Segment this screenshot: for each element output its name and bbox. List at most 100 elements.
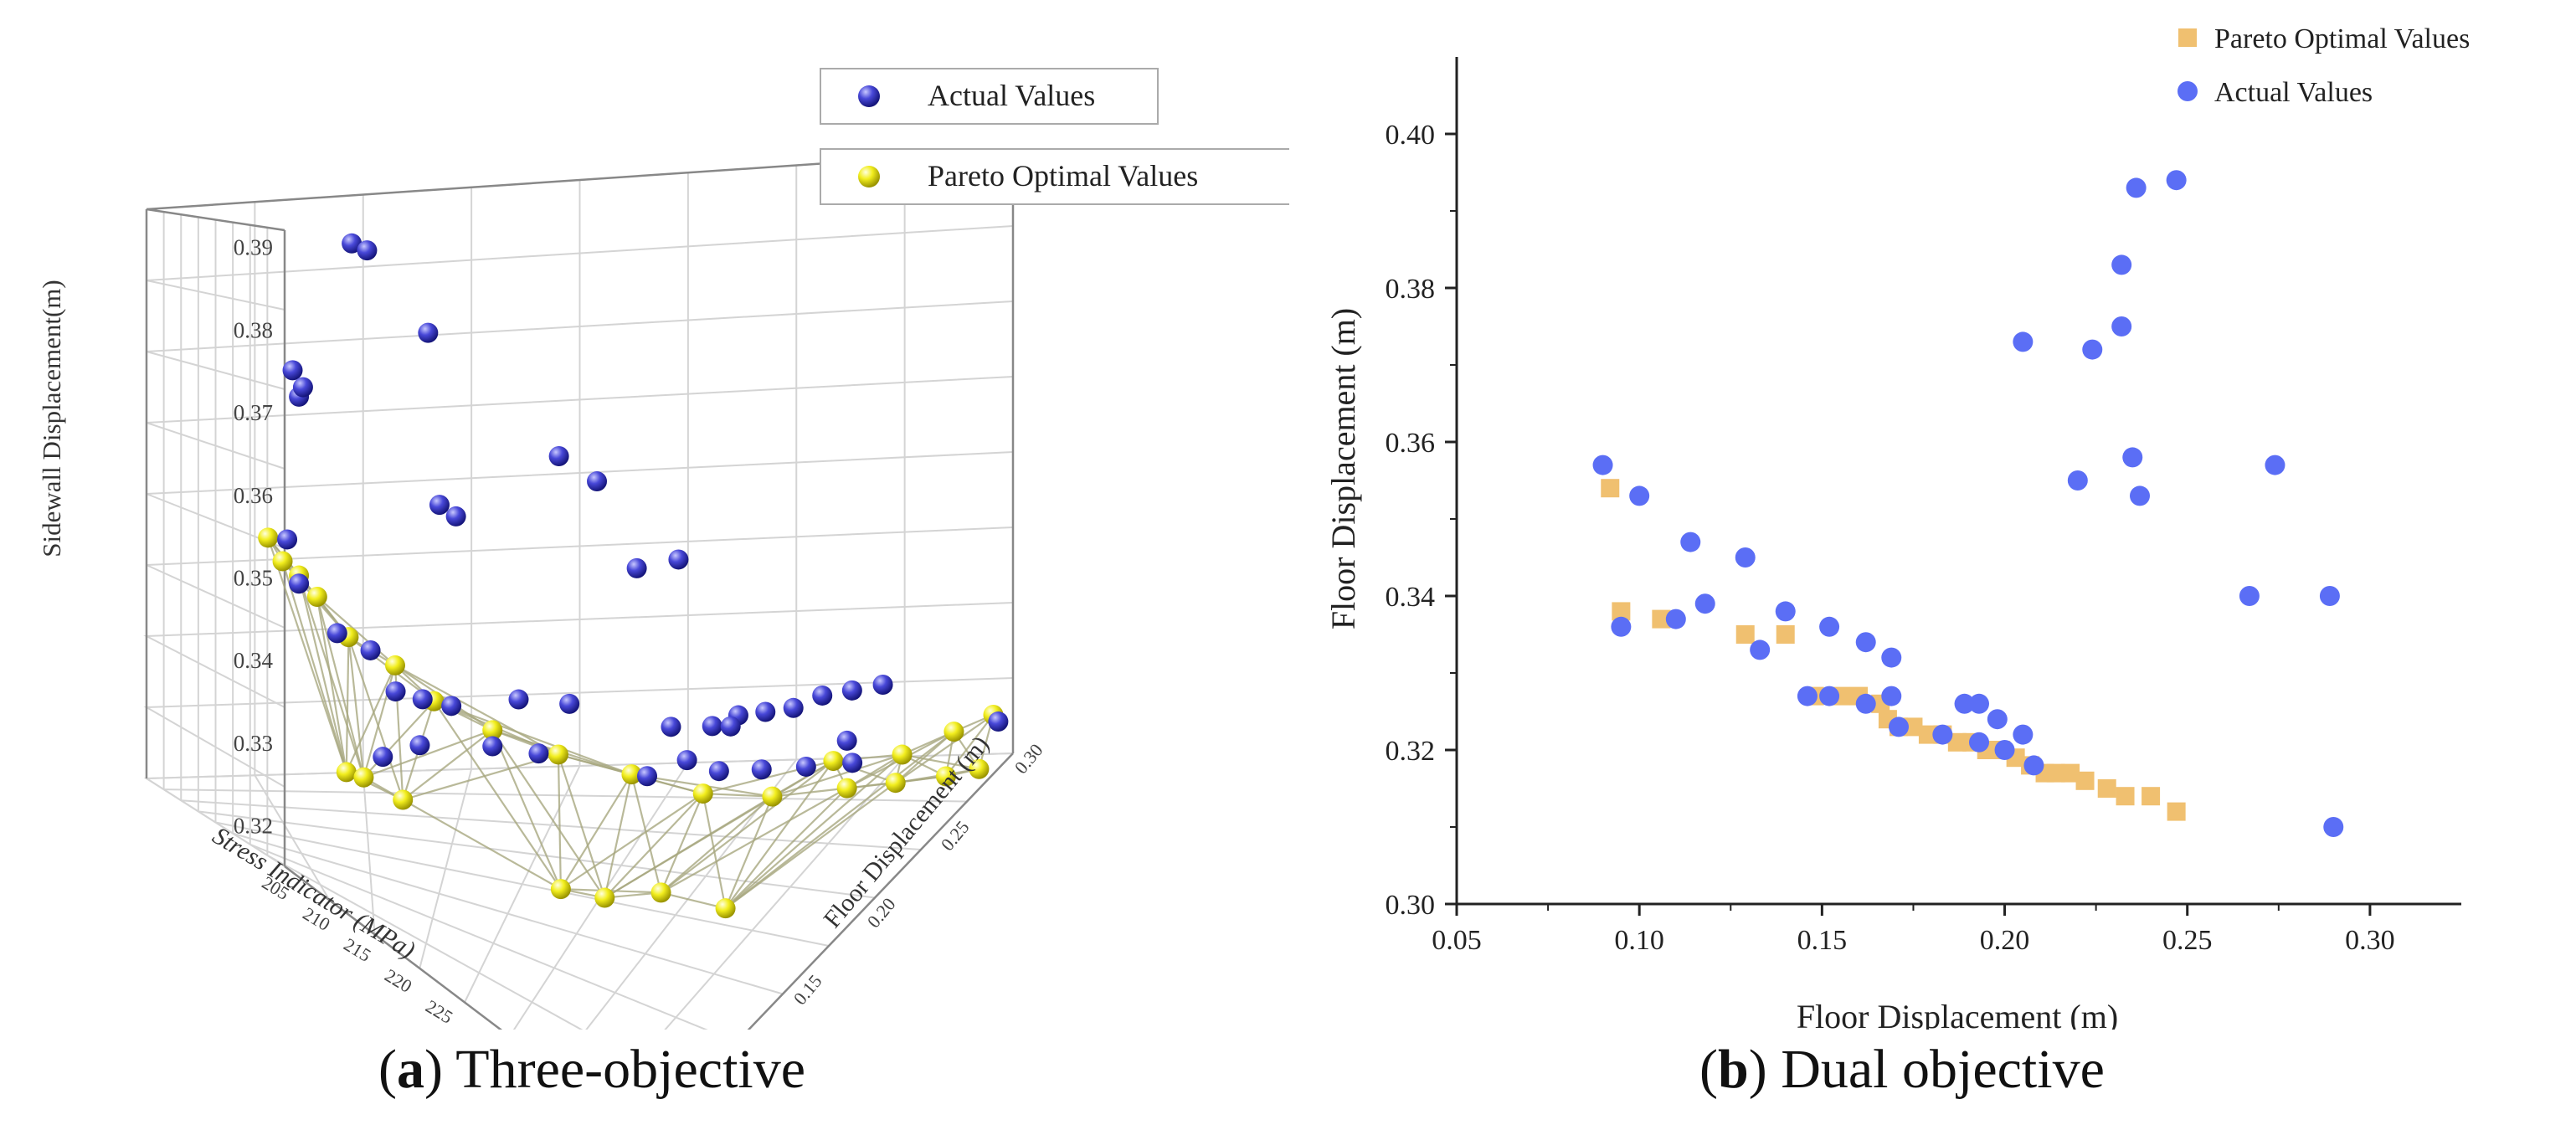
surface-line <box>557 754 606 898</box>
actual-point <box>708 761 729 782</box>
actual-point <box>836 730 857 751</box>
actual-point <box>1735 547 1756 568</box>
pareto-point <box>885 773 906 794</box>
actual-point <box>482 736 503 757</box>
actual-point <box>1881 647 1902 668</box>
actual-point <box>409 735 430 756</box>
grid-line-floor-x <box>419 768 473 969</box>
surface-line <box>402 799 562 891</box>
actual-point <box>357 240 378 261</box>
pareto-point <box>2097 779 2116 798</box>
pareto-point <box>2061 763 2080 783</box>
y-tick-label: 0.30 <box>1010 740 1047 778</box>
pareto-point <box>935 766 956 787</box>
surface-line <box>771 760 834 798</box>
pareto-point <box>550 879 571 900</box>
z-tick-label: 0.38 <box>234 317 273 342</box>
actual-point <box>508 689 529 710</box>
pareto-point <box>353 767 374 788</box>
legend-label-pareto: Pareto Optimal Values <box>2214 23 2470 54</box>
actual-point <box>2023 755 2044 776</box>
surface-line <box>660 760 835 894</box>
actual-point <box>2323 817 2344 837</box>
actual-point <box>1750 639 1771 660</box>
surface-line <box>724 753 903 910</box>
actual-point <box>1819 616 1840 637</box>
actual-point <box>342 233 362 254</box>
actual-point <box>587 471 608 492</box>
caption-letter-a: a <box>396 1039 424 1100</box>
x-tick-label: 0.10 <box>1614 925 1664 956</box>
actual-point <box>2126 177 2147 198</box>
pareto-point <box>1612 602 1631 621</box>
surface-line <box>491 729 562 890</box>
surface-line <box>433 701 562 890</box>
actual-point <box>1797 686 1818 706</box>
actual-point <box>441 696 462 717</box>
actual-point <box>360 639 381 660</box>
y-tick-label: 0.30 <box>1386 890 1436 921</box>
pareto-point <box>1601 479 1620 498</box>
actual-point <box>842 752 863 773</box>
legend-marker-pareto <box>858 166 880 187</box>
surface-line <box>661 891 726 910</box>
pareto-point <box>594 887 615 908</box>
actual-point <box>2111 316 2132 336</box>
box-edge <box>284 865 503 1030</box>
actual-point <box>292 377 313 398</box>
pareto-point <box>393 789 414 810</box>
pareto-point <box>621 764 642 785</box>
actual-point <box>783 697 804 718</box>
actual-point <box>2122 447 2143 468</box>
pareto-point <box>715 898 736 919</box>
actual-point <box>1775 601 1796 622</box>
caption-dual-objective: (b) Dual objective <box>1699 1039 2105 1100</box>
surface-line <box>345 665 396 773</box>
x-tick-label: 0.20 <box>1980 925 2030 956</box>
actual-point <box>637 766 658 787</box>
actual-point <box>1819 686 1840 706</box>
actual-point <box>1889 717 1909 737</box>
actual-point <box>2013 331 2034 352</box>
actual-point <box>1969 732 1989 752</box>
z-tick-label: 0.32 <box>234 814 273 839</box>
pareto-point <box>272 551 293 572</box>
grid-line-floor-x <box>254 774 331 901</box>
x-tick-label: 0.15 <box>1797 925 1848 956</box>
grid-line-floor-x <box>146 778 285 867</box>
caption-text-a: Three-objective <box>455 1039 806 1100</box>
actual-point <box>289 573 310 594</box>
actual-point <box>1665 609 1686 629</box>
pareto-point <box>2046 763 2065 783</box>
actual-point <box>1969 693 1989 714</box>
actual-point <box>2013 724 2034 745</box>
legend-label-actual: Actual Values <box>928 79 1095 112</box>
actual-point <box>2082 339 2103 360</box>
legend-label-pareto: Pareto Optimal Values <box>928 159 1198 193</box>
z-tick-label: 0.33 <box>234 731 273 756</box>
actual-point <box>559 693 580 714</box>
actual-point <box>2166 170 2187 191</box>
pareto-point <box>2142 787 2161 806</box>
z-tick-label: 0.35 <box>234 566 273 591</box>
dual-objective-scatter-chart: 0.05 0.10 0.15 0.20 0.25 0.30 0.30 0.32 0.34 0.36… <box>1324 23 2470 1030</box>
actual-point <box>661 717 681 737</box>
surface-line <box>604 793 704 899</box>
pareto-point <box>384 655 405 675</box>
caption-text-b: Dual objective <box>1781 1039 2105 1100</box>
grid-line-floor-x <box>362 772 376 935</box>
actual-point <box>282 360 303 381</box>
surface-line <box>267 537 347 773</box>
surface-line <box>604 773 633 898</box>
legend: Actual Values Pareto Optimal Values <box>820 68 1289 205</box>
y-tick-label: 0.34 <box>1386 582 1436 613</box>
box-edge <box>747 752 1014 1030</box>
surface-line <box>724 787 848 909</box>
actual-point <box>988 711 1009 732</box>
surface-line <box>660 795 774 894</box>
legend: Pareto Optimal Values Actual Values <box>2178 23 2470 108</box>
surface-line <box>945 714 995 778</box>
actual-point <box>720 716 741 737</box>
surface-line <box>724 796 774 909</box>
caption-letter-b: b <box>1717 1039 1749 1100</box>
